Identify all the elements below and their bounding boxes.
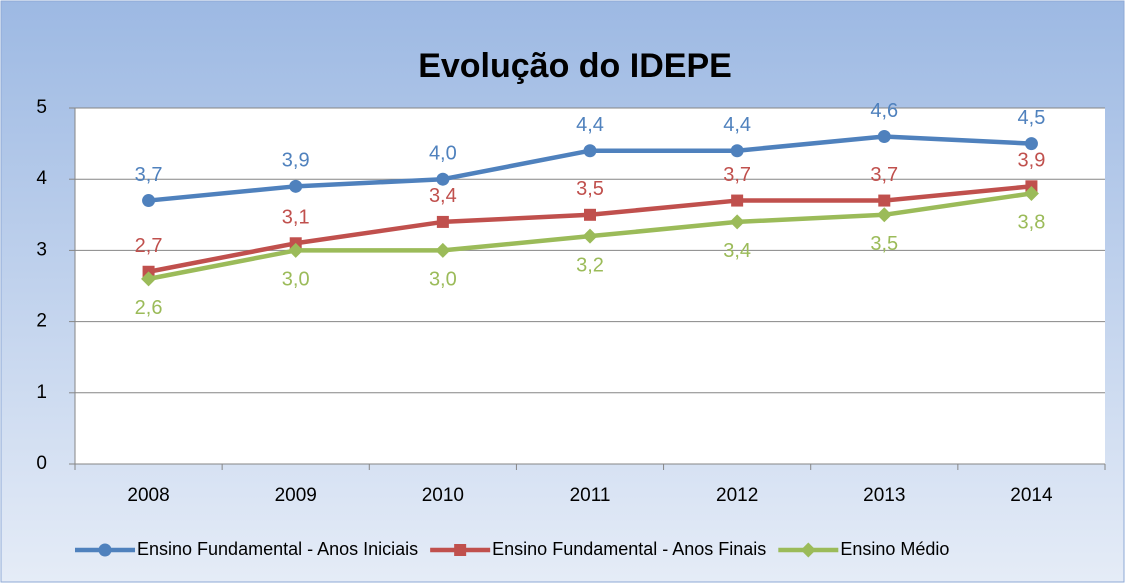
- x-tick-label: 2014: [1010, 485, 1053, 506]
- data-label: 4,5: [1018, 107, 1046, 129]
- x-tick-label: 2011: [570, 485, 611, 506]
- x-tick-label: 2013: [863, 485, 905, 506]
- legend-label: Ensino Fundamental - Anos Finais: [492, 539, 766, 559]
- data-point: [289, 179, 303, 193]
- data-point: [582, 228, 598, 244]
- data-label: 3,8: [1018, 212, 1046, 234]
- plot-area: [75, 108, 1105, 464]
- legend-marker: [800, 542, 816, 558]
- legend-label: Ensino Fundamental - Anos Iniciais: [137, 539, 418, 559]
- data-point: [436, 215, 449, 228]
- legend-marker: [454, 544, 467, 556]
- data-label: 3,4: [429, 185, 457, 207]
- data-label: 3,4: [723, 240, 751, 262]
- data-point: [142, 194, 156, 208]
- data-point: [288, 242, 304, 258]
- data-point: [436, 172, 450, 186]
- data-label: 3,2: [576, 254, 604, 276]
- data-label: 3,7: [135, 164, 163, 186]
- data-label: 3,7: [723, 164, 751, 186]
- data-label: 2,6: [135, 297, 163, 319]
- data-point: [730, 144, 744, 158]
- x-tick-label: 2012: [716, 485, 758, 506]
- data-label: 4,4: [723, 114, 751, 136]
- legend-marker: [98, 543, 112, 557]
- y-tick-label: 0: [36, 453, 47, 474]
- data-point: [731, 194, 744, 207]
- y-tick-label: 4: [36, 168, 47, 189]
- y-tick-label: 5: [36, 97, 47, 118]
- x-tick-label: 2009: [275, 485, 317, 506]
- data-label: 4,4: [576, 114, 604, 136]
- data-label: 3,0: [282, 269, 310, 291]
- data-label: 4,6: [870, 100, 898, 122]
- data-point: [1024, 137, 1038, 151]
- data-label: 3,9: [1018, 150, 1046, 172]
- data-point: [583, 144, 597, 158]
- data-point: [729, 214, 745, 230]
- data-point: [435, 242, 451, 258]
- data-point: [876, 207, 892, 223]
- y-tick-label: 3: [36, 239, 47, 260]
- y-tick-label: 1: [36, 382, 47, 403]
- data-label: 3,1: [282, 207, 310, 229]
- chart-title: Evolução do IDEPE: [418, 47, 732, 85]
- x-tick-label: 2010: [422, 485, 464, 506]
- data-point: [584, 208, 596, 221]
- data-label: 3,5: [576, 178, 604, 200]
- data-point: [1023, 185, 1039, 201]
- legend-label: Ensino Médio: [840, 539, 949, 559]
- data-label: 3,0: [429, 269, 457, 291]
- data-point: [877, 129, 891, 143]
- data-point: [141, 271, 157, 287]
- data-label: 3,9: [282, 150, 310, 172]
- data-point: [878, 194, 891, 207]
- data-label: 4,0: [429, 142, 457, 164]
- x-tick-label: 2008: [127, 485, 169, 506]
- y-tick-label: 2: [36, 311, 47, 332]
- data-label: 2,7: [135, 235, 163, 257]
- data-label: 3,5: [870, 233, 898, 255]
- data-label: 3,7: [870, 164, 898, 186]
